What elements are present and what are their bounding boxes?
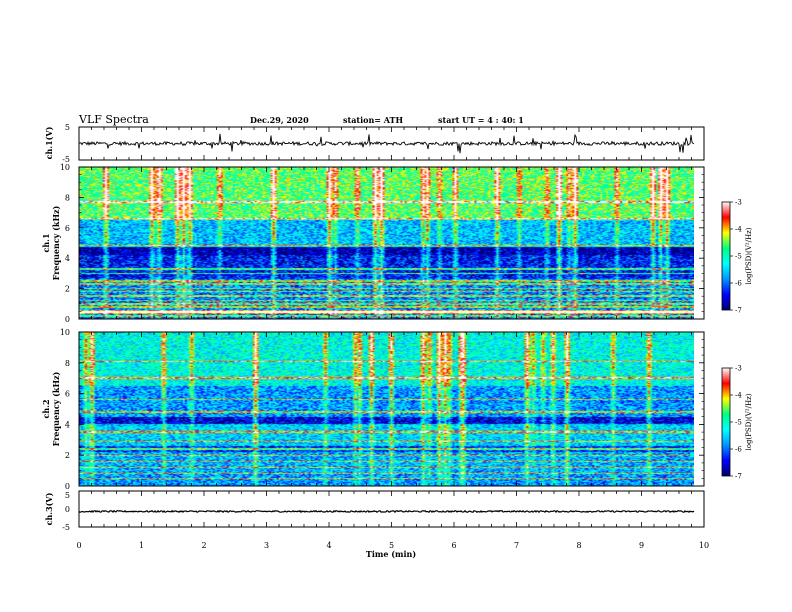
ch1-colorbar-ticks: -3 -4 -5 -6 -7 (730, 199, 742, 315)
ch1-colorbar (721, 201, 731, 311)
station-label: station= ATH (343, 115, 403, 125)
time-tick-label: 7 (514, 541, 519, 550)
frequency-tick-label: 8 (65, 193, 70, 202)
time-tick-label: 8 (576, 541, 581, 550)
ch3-waveform-frame (78, 490, 705, 528)
ch3-ytick-mid: 0 (65, 505, 70, 514)
colorbar-tick-label: -4 (735, 226, 742, 234)
ch3-waveform-ticks (78, 491, 705, 527)
ch1-waveform-ticks (78, 127, 705, 160)
ch1-ytick-bottom: -5 (62, 155, 70, 164)
ch2-spectrogram-ylabel-line2: Frequency (kHz) (51, 371, 61, 446)
colorbar-tick-label: -6 (735, 280, 742, 288)
start-time-label: start UT = 4 : 40: 1 (438, 115, 524, 125)
time-tick-label: 3 (264, 541, 269, 550)
frequency-tick-label: 0 (65, 315, 70, 324)
ch1-colorbar-label: log(PSD)(V²/Hz) (745, 227, 753, 284)
time-tick-label: 4 (326, 541, 331, 550)
ch3-ytick-bottom: -5 (62, 523, 70, 532)
ch1-spectrogram-ticks (78, 166, 705, 320)
ch1-spectrogram-image (79, 167, 694, 319)
colorbar-tick-label: -6 (735, 446, 742, 454)
frequency-tick-label: 2 (65, 285, 70, 294)
colorbar-tick-label: -5 (735, 253, 742, 261)
colorbar-tick-label: -7 (735, 473, 742, 481)
time-tick-label: 2 (201, 541, 206, 550)
frequency-tick-label: 0 (65, 482, 70, 491)
ch1-waveform-trace (79, 133, 695, 154)
ch2-spectrogram-image (79, 332, 694, 486)
ch3-waveform-trace (78, 509, 695, 514)
frequency-tick-label: 4 (65, 420, 70, 429)
ch2-colorbar-ticks: -3 -4 -5 -6 -7 (730, 365, 742, 481)
time-axis-tick-labels: 0 1 2 3 4 5 6 7 8 9 10 (76, 541, 709, 550)
time-tick-label: 1 (139, 541, 144, 550)
time-axis-label: Time (min) (366, 549, 416, 559)
frequency-tick-label: 2 (65, 451, 70, 460)
ch1-spectrogram-ylabel-line1: ch.1 (41, 233, 51, 252)
time-tick-label: 5 (389, 541, 394, 550)
ch1-spectrogram-ylabel: ch.1 Frequency (kHz) (41, 205, 61, 280)
ch1-spectrogram-ytick-labels: 0 2 4 6 8 10 (60, 163, 70, 324)
colorbar-tick-label: -7 (735, 307, 742, 315)
date-label: Dec.29, 2020 (250, 115, 309, 125)
frequency-tick-label: 10 (60, 328, 70, 337)
colorbar-tick-label: -3 (735, 365, 742, 373)
ch3-waveform-panel: 5 0 -5 ch.3(V) (44, 490, 705, 532)
frequency-tick-label: 6 (65, 224, 70, 233)
frequency-tick-label: 10 (60, 163, 70, 172)
time-tick-label: 0 (76, 541, 81, 550)
frequency-tick-label: 4 (65, 254, 70, 263)
ch3-waveform-ylabel: ch.3(V) (44, 492, 54, 525)
ch1-spectrogram-ylabel-line2: Frequency (kHz) (51, 205, 61, 280)
frequency-tick-label: 8 (65, 359, 70, 368)
ch2-colorbar (721, 367, 731, 477)
ch2-spectrogram-ytick-labels: 0 2 4 6 8 10 (60, 328, 70, 491)
ch1-waveform-panel: 5 -5 ch.1(V) (44, 123, 705, 164)
time-tick-label: 10 (699, 541, 709, 550)
colorbar-tick-label: -4 (735, 392, 742, 400)
colorbar-tick-label: -3 (735, 199, 742, 207)
time-tick-label: 9 (639, 541, 644, 550)
ch2-spectrogram-ylabel: ch.2 Frequency (kHz) (41, 371, 61, 446)
time-tick-label: 6 (451, 541, 456, 550)
ch1-ytick-top: 5 (65, 123, 70, 132)
ch3-ytick-top: 5 (65, 491, 70, 500)
ch2-spectrogram-ylabel-line1: ch.2 (41, 399, 51, 418)
figure-title: VLF Spectra (78, 113, 149, 126)
colorbar-tick-label: -5 (735, 419, 742, 427)
ch2-spectrogram-ticks (78, 331, 705, 487)
ch1-waveform-ylabel: ch.1(V) (44, 126, 54, 159)
frequency-tick-label: 6 (65, 390, 70, 399)
ch2-colorbar-label: log(PSD)(V²/Hz) (745, 393, 753, 450)
